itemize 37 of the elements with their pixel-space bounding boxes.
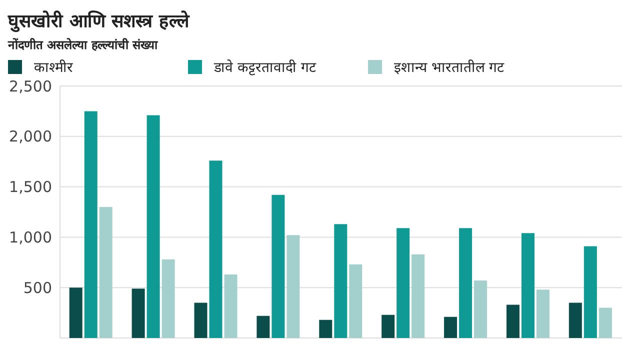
bar <box>194 302 208 338</box>
bar <box>521 233 534 338</box>
bar <box>224 274 238 338</box>
bar <box>256 316 270 338</box>
bar <box>84 111 98 338</box>
legend-label: काश्मीर <box>34 58 73 76</box>
y-tick-label: 2,000 <box>9 128 52 146</box>
bar <box>162 259 175 338</box>
bar <box>536 290 550 338</box>
bar <box>272 194 285 338</box>
bar <box>474 280 488 338</box>
bar <box>598 308 612 338</box>
bar <box>132 288 145 338</box>
y-tick-label: 1,000 <box>9 228 52 247</box>
bar <box>334 224 348 338</box>
legend-label: डावे कट्टरतावादी गट <box>214 58 316 76</box>
bar <box>412 254 425 338</box>
bar <box>209 160 222 338</box>
chart-title: घुसखोरी आणि सशस्त्र हल्ले <box>8 10 191 32</box>
legend-label: इशान्य भारतातील गट <box>394 58 504 76</box>
bar <box>444 316 458 338</box>
bar <box>69 288 82 338</box>
bar <box>506 304 520 338</box>
bar <box>584 246 597 338</box>
y-tick-label: 1,500 <box>9 178 52 196</box>
bar <box>396 228 410 338</box>
bar <box>382 314 395 338</box>
y-tick-label: 500 <box>23 278 52 297</box>
bar <box>286 235 300 338</box>
chart-subtitle: नोंदणीत असलेल्या हल्ल्यांची संख्या <box>8 37 159 53</box>
bar <box>146 115 160 338</box>
y-tick-label: 2,500 <box>9 77 52 96</box>
bar <box>568 302 582 338</box>
bar <box>99 206 112 338</box>
bar <box>459 228 472 338</box>
bar <box>319 320 332 338</box>
bar <box>349 264 362 338</box>
